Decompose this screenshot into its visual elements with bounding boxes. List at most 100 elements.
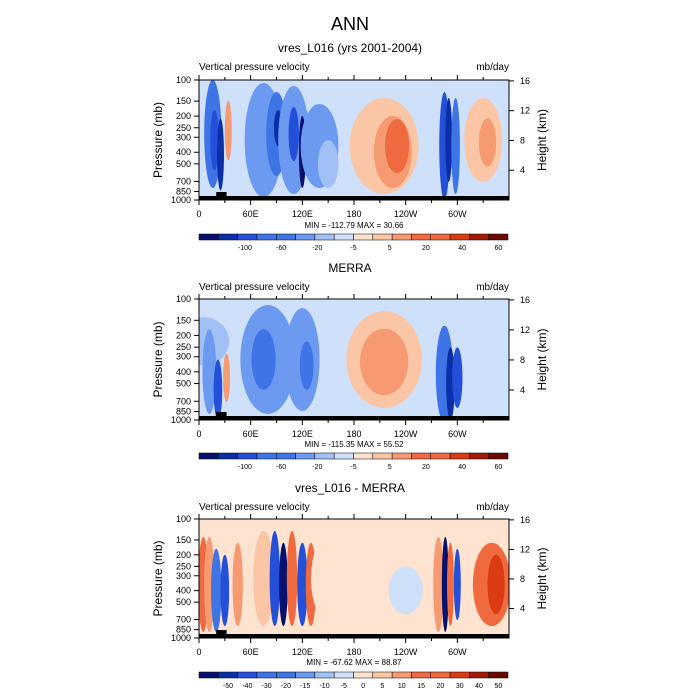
pressure-tick-label: 1000 xyxy=(171,633,191,643)
pressure-tick-label: 400 xyxy=(176,586,191,596)
terrain-mask xyxy=(199,634,509,638)
colorbar-box xyxy=(469,671,489,679)
contour-blob xyxy=(286,530,298,627)
height-tick-label: 16 xyxy=(520,515,530,525)
colorbar-box xyxy=(488,233,509,241)
pressure-tick-label: 400 xyxy=(176,367,191,377)
colorbar-box xyxy=(276,671,296,679)
colorbar-box xyxy=(218,233,238,241)
colorbar-box xyxy=(256,452,277,460)
colorbar-box xyxy=(237,233,258,241)
pressure-tick-label: 400 xyxy=(176,147,191,157)
contour-blob xyxy=(223,353,230,402)
x-tick-label: 60E xyxy=(243,209,259,219)
colorbar-label: 20 xyxy=(422,245,430,252)
colorbar-box xyxy=(449,233,470,241)
pressure-tick-label: 250 xyxy=(176,561,191,571)
colorbar-box xyxy=(411,671,431,679)
pressure-tick-label: 150 xyxy=(176,315,191,325)
left-string: Vertical pressure velocity xyxy=(199,282,310,293)
colorbar-box xyxy=(391,671,412,679)
colorbar-label: 5 xyxy=(381,683,385,690)
contour-blob xyxy=(452,347,463,408)
terrain-mask xyxy=(216,630,227,638)
pressure-tick-label: 200 xyxy=(176,330,191,340)
min-max-label: MIN = -67.62 MAX = 88.87 xyxy=(306,658,402,667)
pressure-tick-label: 500 xyxy=(176,159,191,169)
colorbar-box xyxy=(411,233,431,241)
contour-blob xyxy=(385,119,410,173)
left-string: Vertical pressure velocity xyxy=(199,62,310,73)
x-tick-label: 0 xyxy=(196,209,201,219)
colorbar-label: -40 xyxy=(242,683,252,690)
x-tick-label: 180 xyxy=(346,429,361,439)
right-axis-label: Height (km) xyxy=(535,328,549,390)
pressure-tick-label: 300 xyxy=(176,352,191,362)
height-tick-label: 4 xyxy=(520,165,525,175)
pressure-tick-label: 200 xyxy=(176,550,191,560)
height-tick-label: 4 xyxy=(520,385,525,395)
x-tick-label: 180 xyxy=(346,209,361,219)
colorbar-box xyxy=(488,671,509,679)
colorbar-box xyxy=(295,452,316,460)
colorbar-box xyxy=(256,671,277,679)
colorbar-label: -20 xyxy=(312,464,322,471)
panel-title: vres_L016 (yrs 2001-2004) xyxy=(278,41,422,55)
height-tick-label: 12 xyxy=(520,544,530,554)
colorbar: -100 -60 -20 -5 5 20 40 60 xyxy=(198,452,509,471)
contour-blob xyxy=(253,530,274,627)
terrain-mask xyxy=(216,192,227,200)
pressure-tick-label: 500 xyxy=(176,597,191,607)
colorbar-label: -20 xyxy=(312,245,322,252)
height-tick-label: 16 xyxy=(520,76,530,86)
contour-field xyxy=(199,519,509,638)
right-axis-label: Height (km) xyxy=(535,547,549,609)
colorbar-box xyxy=(372,233,393,241)
pressure-tick-label: 850 xyxy=(176,406,191,416)
x-tick-label: 60W xyxy=(448,209,467,219)
contour-blob xyxy=(251,329,276,390)
colorbar-box xyxy=(449,452,470,460)
colorbar-box xyxy=(198,233,219,241)
pressure-tick-label: 100 xyxy=(176,294,191,304)
colorbar-label: -5 xyxy=(350,245,356,252)
x-tick-label: 60W xyxy=(448,647,467,657)
contour-blob xyxy=(210,110,219,170)
colorbar-box xyxy=(314,452,335,460)
right-string: mb/day xyxy=(476,282,509,293)
colorbar-label: -60 xyxy=(276,464,286,471)
x-tick-label: 0 xyxy=(196,429,201,439)
x-tick-label: 0 xyxy=(196,647,201,657)
pressure-tick-label: 700 xyxy=(176,396,191,406)
pressure-tick-label: 100 xyxy=(176,75,191,85)
height-tick-label: 12 xyxy=(520,106,530,116)
height-tick-label: 8 xyxy=(520,355,525,365)
pressure-tick-label: 200 xyxy=(176,111,191,121)
pressure-tick-label: 250 xyxy=(176,342,191,352)
y-axis-label: Pressure (mb) xyxy=(151,540,165,616)
height-tick-label: 8 xyxy=(520,135,525,145)
contour-blob xyxy=(441,536,449,633)
contour-blob xyxy=(478,118,497,167)
colorbar: -50 -40 -30 -20 -15 -10 -5 0 5 10 15 20 30 40 50 xyxy=(198,671,509,690)
panel-1: MERRA Vertical pressure velocity mb/day 0 60… xyxy=(151,261,549,471)
colorbar-box xyxy=(411,452,431,460)
height-tick-label: 8 xyxy=(520,574,525,584)
colorbar-label: 40 xyxy=(475,683,483,690)
colorbar-box xyxy=(469,452,489,460)
pressure-tick-label: 1000 xyxy=(171,195,191,205)
colorbar-box xyxy=(333,671,354,679)
pressure-tick-label: 850 xyxy=(176,187,191,197)
colorbar-box xyxy=(430,452,451,460)
colorbar-box xyxy=(333,233,354,241)
colorbar-box xyxy=(276,452,296,460)
colorbar-box xyxy=(198,452,219,460)
contour-blob xyxy=(310,536,346,621)
colorbar-box xyxy=(372,671,393,679)
contour-blob xyxy=(451,98,460,194)
colorbar-label: 5 xyxy=(388,245,392,252)
height-tick-label: 4 xyxy=(520,603,525,613)
pressure-tick-label: 500 xyxy=(176,379,191,389)
x-tick-label: 60E xyxy=(243,429,259,439)
